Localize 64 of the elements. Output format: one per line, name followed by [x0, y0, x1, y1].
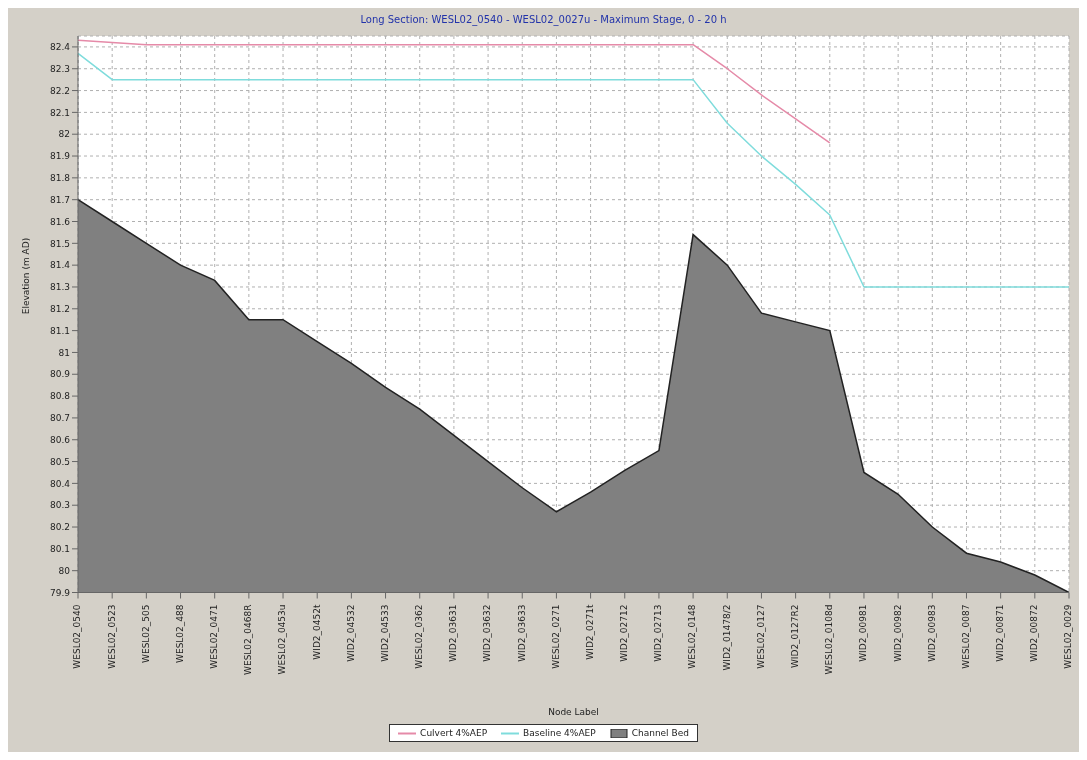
x-tick-label: WID2_0271t	[584, 604, 595, 660]
x-tick-label: WID2_02713	[653, 604, 664, 662]
y-tick-label: 80.2	[49, 522, 70, 533]
y-tick-label: 80.6	[49, 434, 71, 445]
y-tick-label: 81.2	[49, 303, 70, 314]
x-tick-label: WID2_03632	[482, 604, 493, 662]
y-tick-label: 80.4	[49, 478, 71, 489]
y-tick-label: 81.3	[49, 282, 70, 293]
x-tick-label: WESL02_0108d	[824, 604, 835, 675]
y-tick-label: 81.4	[49, 260, 71, 271]
x-tick-label: WID2_0127R2	[790, 604, 801, 669]
y-tick-label: 79.9	[49, 587, 71, 598]
x-tick-label: WID2_03633	[516, 604, 527, 662]
line-series	[77, 52, 1070, 288]
x-tick-label: WESL02_0087	[960, 604, 971, 669]
y-tick-label: 80.3	[49, 500, 70, 511]
x-axis-title: Node Label	[548, 706, 599, 717]
x-tick-label: WESL02_505	[140, 604, 151, 663]
legend-label: Baseline 4%AEP	[523, 728, 596, 738]
x-tick-label: WESL02_0471	[209, 604, 220, 669]
x-tick-label: WESL02_0362	[414, 604, 425, 669]
x-tick-label: WID2_0452t	[311, 604, 322, 660]
x-tick-label: WESL02_0523	[106, 604, 117, 669]
y-tick-label: 81.6	[49, 216, 71, 227]
x-tick-label: WID2_04533	[379, 604, 390, 662]
y-tick-label: 80.1	[49, 544, 70, 555]
y-tick-label: 80	[58, 565, 71, 576]
x-tick-label: WESL02_0271	[550, 604, 561, 669]
y-tick-label: 82.2	[49, 85, 70, 96]
y-tick-label: 80.8	[49, 391, 71, 402]
x-tick-label: WID2_03631	[448, 604, 459, 662]
y-tick-label: 81.7	[49, 194, 70, 205]
x-tick-label: WESL02_0453u	[277, 604, 288, 675]
x-tick-label: WESL02_0468R	[243, 604, 254, 675]
x-tick-label: WID2_00982	[892, 604, 903, 662]
x-tick-label: WESL02_0029	[1063, 604, 1074, 669]
x-tick-label: WID2_04532	[345, 604, 356, 662]
x-tick-label: WESL02_0540	[72, 604, 83, 669]
legend-label: Culvert 4%AEP	[420, 728, 488, 738]
x-tick-label: WESL02_0127	[755, 604, 766, 669]
x-tick-label: WID2_00872	[1029, 604, 1040, 662]
y-tick-label: 81.1	[49, 325, 70, 336]
y-tick-label: 82	[58, 129, 70, 140]
y-axis-title: Elevation (m AD)	[21, 237, 32, 315]
x-tick-label: WID2_00981	[858, 604, 869, 662]
y-tick-label: 80.7	[49, 413, 70, 424]
x-tick-label: WID2_02712	[619, 604, 630, 662]
y-tick-label: 81.8	[49, 173, 71, 184]
legend-label: Channel Bed	[631, 728, 689, 738]
y-tick-label: 81	[58, 347, 70, 358]
y-tick-label: 80.5	[49, 456, 70, 467]
y-tick-label: 82.3	[49, 63, 70, 74]
chart-title: Long Section: WESL02_0540 - WESL02_0027u - Maximum Stage, 0 - 20 h	[359, 13, 728, 28]
y-tick-label: 80.9	[49, 369, 71, 380]
y-tick-label: 82.4	[49, 42, 71, 53]
x-tick-label: WESL02_0148	[687, 604, 698, 669]
x-tick-label: WID2_00983	[926, 604, 937, 662]
x-tick-label: WID2_01478/2	[721, 604, 732, 671]
x-tick-label: WESL02_488	[174, 604, 185, 663]
y-tick-label: 81.9	[49, 151, 71, 162]
y-tick-label: 81.5	[49, 238, 70, 249]
x-tick-label: WID2_00871	[995, 604, 1006, 662]
y-tick-label: 82.1	[49, 107, 70, 118]
line-series	[77, 39, 831, 144]
